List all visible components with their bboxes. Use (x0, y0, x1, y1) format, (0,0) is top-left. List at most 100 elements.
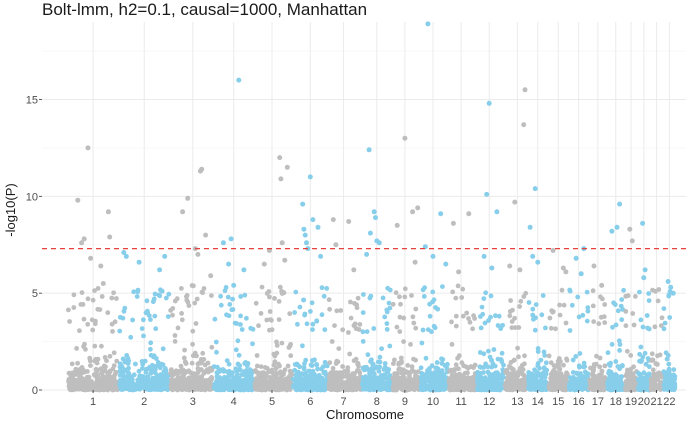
data-point (297, 373, 303, 379)
data-point (147, 364, 153, 370)
data-point (629, 238, 635, 244)
y-tick-label: 0 (32, 385, 38, 397)
data-point (214, 349, 219, 355)
data-point (484, 387, 490, 393)
data-point (481, 253, 487, 259)
data-point (453, 295, 459, 301)
data-point (491, 347, 497, 352)
data-point (499, 358, 504, 363)
data-point (547, 315, 553, 321)
data-point (636, 371, 642, 377)
data-point (151, 296, 157, 302)
data-point (241, 369, 247, 375)
data-point (330, 217, 336, 223)
data-point (303, 387, 309, 392)
data-point (489, 265, 495, 271)
data-point (446, 380, 452, 386)
data-point (533, 386, 538, 391)
data-point (573, 354, 579, 359)
data-point (471, 365, 476, 370)
data-point (76, 382, 82, 388)
data-point (250, 341, 255, 347)
data-point (393, 290, 399, 296)
data-point (394, 371, 400, 376)
data-point (278, 176, 284, 182)
data-point (169, 377, 174, 383)
data-point (455, 366, 461, 372)
data-point (549, 386, 554, 391)
data-point (430, 289, 436, 295)
data-point (539, 376, 544, 381)
data-point (567, 288, 573, 294)
data-point (385, 382, 390, 387)
data-point (291, 382, 297, 388)
data-point (334, 358, 340, 364)
data-point (644, 313, 650, 318)
data-point (199, 166, 205, 172)
data-point (185, 299, 191, 305)
data-point (374, 375, 380, 381)
data-point (153, 364, 159, 369)
data-point (390, 301, 396, 307)
data-point (440, 357, 446, 362)
data-point (338, 308, 344, 313)
data-point (264, 371, 269, 377)
data-point (155, 360, 161, 365)
data-point (223, 376, 228, 382)
data-point (535, 349, 541, 354)
data-point (236, 352, 242, 358)
data-point (95, 373, 101, 379)
data-point (333, 242, 339, 248)
data-point (209, 344, 215, 350)
data-point (214, 370, 220, 376)
data-point (99, 294, 105, 299)
y-axis-label: -log10(P) (3, 183, 18, 236)
data-point (74, 372, 79, 377)
data-point (361, 292, 366, 297)
data-point (535, 259, 541, 265)
data-point (117, 314, 123, 320)
data-point (563, 269, 569, 275)
data-point (431, 381, 436, 387)
data-point (397, 329, 403, 334)
data-point (366, 384, 372, 390)
data-point (92, 343, 98, 349)
data-point (327, 360, 333, 365)
data-point (613, 372, 619, 378)
data-point (195, 251, 201, 257)
data-point (413, 357, 418, 363)
data-point (509, 325, 515, 331)
data-point (203, 232, 209, 238)
data-point (584, 318, 590, 324)
data-point (156, 385, 162, 390)
data-point (71, 383, 76, 389)
data-point (508, 381, 513, 386)
data-point (430, 253, 436, 259)
data-point (498, 326, 504, 331)
data-point (624, 348, 630, 354)
data-point (645, 356, 651, 361)
data-point (596, 379, 602, 385)
data-point (123, 253, 129, 259)
data-point (638, 317, 644, 323)
data-point (355, 361, 361, 367)
data-point (279, 240, 285, 246)
data-point (360, 329, 366, 335)
data-point (92, 387, 98, 393)
data-point (530, 306, 536, 312)
x-tick-label: 11 (455, 396, 466, 408)
data-point (301, 376, 306, 382)
data-point (85, 321, 91, 327)
data-point (401, 368, 407, 374)
data-point (550, 309, 556, 314)
data-point (526, 300, 532, 305)
data-point (319, 366, 324, 372)
data-point (619, 317, 625, 323)
data-point (270, 379, 275, 384)
data-point (481, 296, 487, 301)
data-point (537, 365, 542, 371)
data-point (420, 327, 426, 333)
data-point (548, 371, 554, 377)
data-point (470, 326, 475, 332)
x-tick-label: 4 (231, 396, 237, 408)
